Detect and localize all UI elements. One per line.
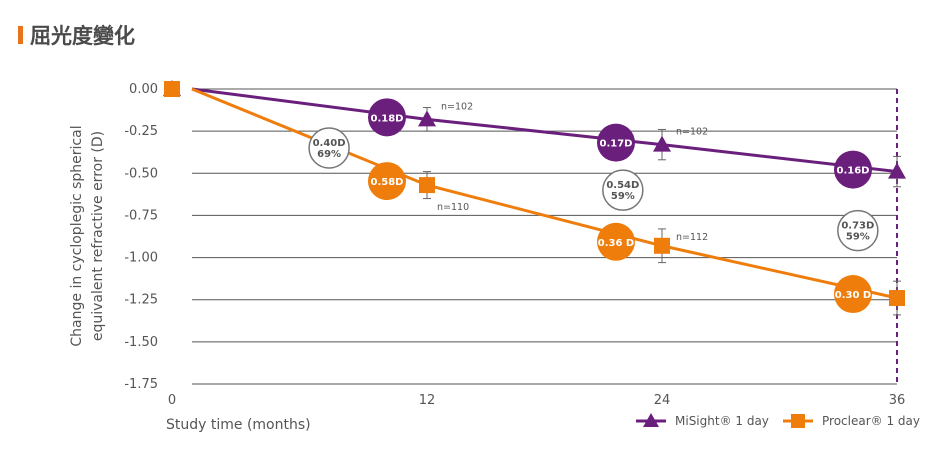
sample-size-label: n=110 [437,202,469,213]
data-point-square [654,237,670,254]
data-point-triangle [653,135,671,152]
legend-label-proclear: Proclear® 1 day [822,414,920,428]
difference-label: 0.54D [606,180,639,191]
y-tick-label: -0.25 [124,124,158,139]
value-bubble-label: 0.17D [600,139,633,150]
data-point-square [419,177,435,194]
legend-swatch-triangle [643,413,659,427]
value-bubble [834,150,872,189]
series-line [191,87,898,174]
y-tick-label: -0.75 [124,208,158,223]
y-tick-label: -1.00 [124,251,158,266]
difference-circle [602,169,644,211]
data-point-square [164,81,180,97]
sample-size-label: n=102 [441,101,473,112]
sample-size-label: n=102 [676,127,708,138]
difference-label: 59% [846,232,870,243]
y-tick-label: -1.25 [124,293,158,308]
page-title: 屈光度變化 [30,24,135,48]
x-tick-label: 24 [654,393,671,408]
x-axis-title: Study time (months) [166,417,311,433]
data-point-triangle [418,110,436,127]
difference-label: 0.73D [841,221,874,232]
series-line [191,87,898,300]
sample-size-label: n=112 [676,232,708,243]
difference-circle [837,209,879,252]
difference-label: 0.40D [313,138,346,149]
value-bubble [368,98,406,137]
value-bubble [597,123,635,162]
value-bubble-label: 0.36 D [598,238,634,249]
value-bubble [834,275,872,314]
y-axis-title: Change in cycloplegic spherical [69,125,85,346]
x-tick-label: 12 [419,393,436,408]
difference-label: 59% [611,191,635,202]
y-tick-label: -0.50 [124,166,158,181]
x-tick-label: 36 [889,393,906,408]
value-bubble [597,222,635,261]
difference-label: 69% [317,149,341,160]
value-bubble-label: 0.30 D [835,290,871,301]
y-tick-label: -1.50 [124,335,158,350]
value-bubble-label: 0.18D [371,113,404,124]
title-accent-bar [18,26,23,44]
x-tick-label: 0 [168,393,176,408]
y-tick-label: -1.75 [124,377,158,392]
value-bubble [368,162,406,201]
data-point-triangle [888,162,906,179]
y-axis-title: equivalent refractive error (D) [90,131,106,341]
y-tick-label: 0.00 [129,82,158,97]
legend-label-misight: MiSight® 1 day [675,414,769,428]
value-bubble-label: 0.16D [837,166,870,177]
legend-swatch-square [791,414,805,428]
difference-circle [308,127,350,169]
data-point-square [889,290,905,307]
value-bubble-label: 0.58D [371,177,404,188]
